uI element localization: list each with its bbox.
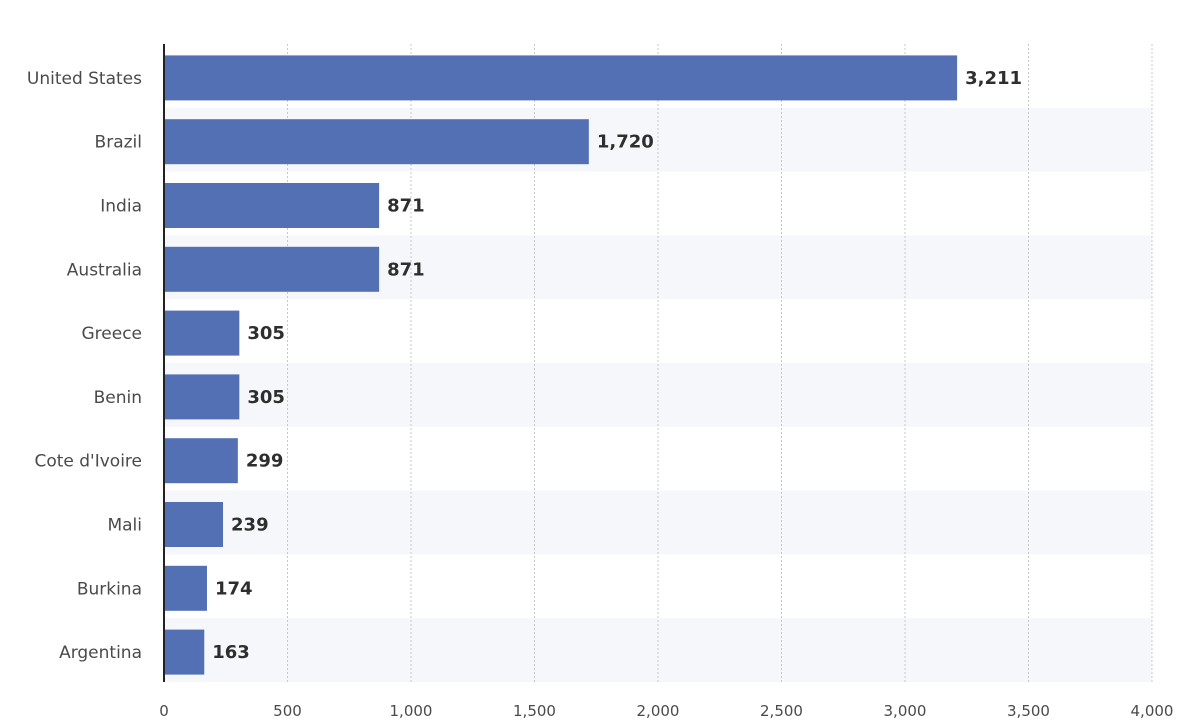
- data-label: 305: [247, 323, 285, 344]
- bar: [164, 438, 238, 484]
- category-label: Argentina: [59, 643, 142, 663]
- data-label: 299: [246, 451, 284, 472]
- bar: [164, 565, 207, 611]
- category-label: Cote d'Ivoire: [34, 452, 142, 472]
- x-tick-label: 2,000: [637, 702, 680, 720]
- data-label: 305: [247, 387, 285, 408]
- bar: [164, 502, 224, 547]
- bar: [164, 246, 380, 292]
- data-label: 871: [387, 259, 425, 280]
- category-label: India: [100, 197, 142, 217]
- category-label: Brazil: [95, 133, 142, 153]
- bar: [164, 55, 958, 101]
- data-label: 239: [231, 515, 269, 536]
- bars: [164, 55, 958, 675]
- bar: [164, 119, 589, 165]
- data-label: 3,211: [965, 68, 1022, 89]
- data-label: 1,720: [597, 132, 654, 153]
- x-tick-label: 1,500: [513, 702, 556, 720]
- x-tick-label: 2,500: [760, 702, 803, 720]
- data-label: 174: [215, 578, 253, 599]
- category-labels: United States Brazil India Australia Greece B…: [27, 69, 142, 663]
- category-label: Greece: [81, 324, 142, 344]
- x-tick-label: 3,000: [884, 702, 927, 720]
- data-label: 163: [212, 642, 250, 663]
- bar: [164, 374, 240, 420]
- x-axis-tick-labels: 0 500 1,000 1,500 2,000 2,500 3,000 3,500 4,000: [159, 702, 1173, 720]
- data-labels: 3,211 1,720 871 871 305 305 299 239 174 163: [212, 68, 1022, 663]
- x-tick-label: 3,500: [1007, 702, 1050, 720]
- x-tick-label: 0: [159, 702, 169, 720]
- x-tick-label: 1,000: [390, 702, 433, 720]
- x-tick-label: 4,000: [1131, 702, 1174, 720]
- x-tick-label: 500: [273, 702, 302, 720]
- bar: [164, 183, 380, 228]
- category-label: Benin: [94, 388, 142, 408]
- data-label: 871: [387, 196, 425, 217]
- category-label: United States: [27, 69, 142, 89]
- bar: [164, 629, 205, 675]
- category-label: Australia: [67, 260, 142, 280]
- bar: [164, 310, 240, 356]
- category-label: Burkina: [77, 579, 142, 599]
- category-label: Mali: [107, 516, 142, 536]
